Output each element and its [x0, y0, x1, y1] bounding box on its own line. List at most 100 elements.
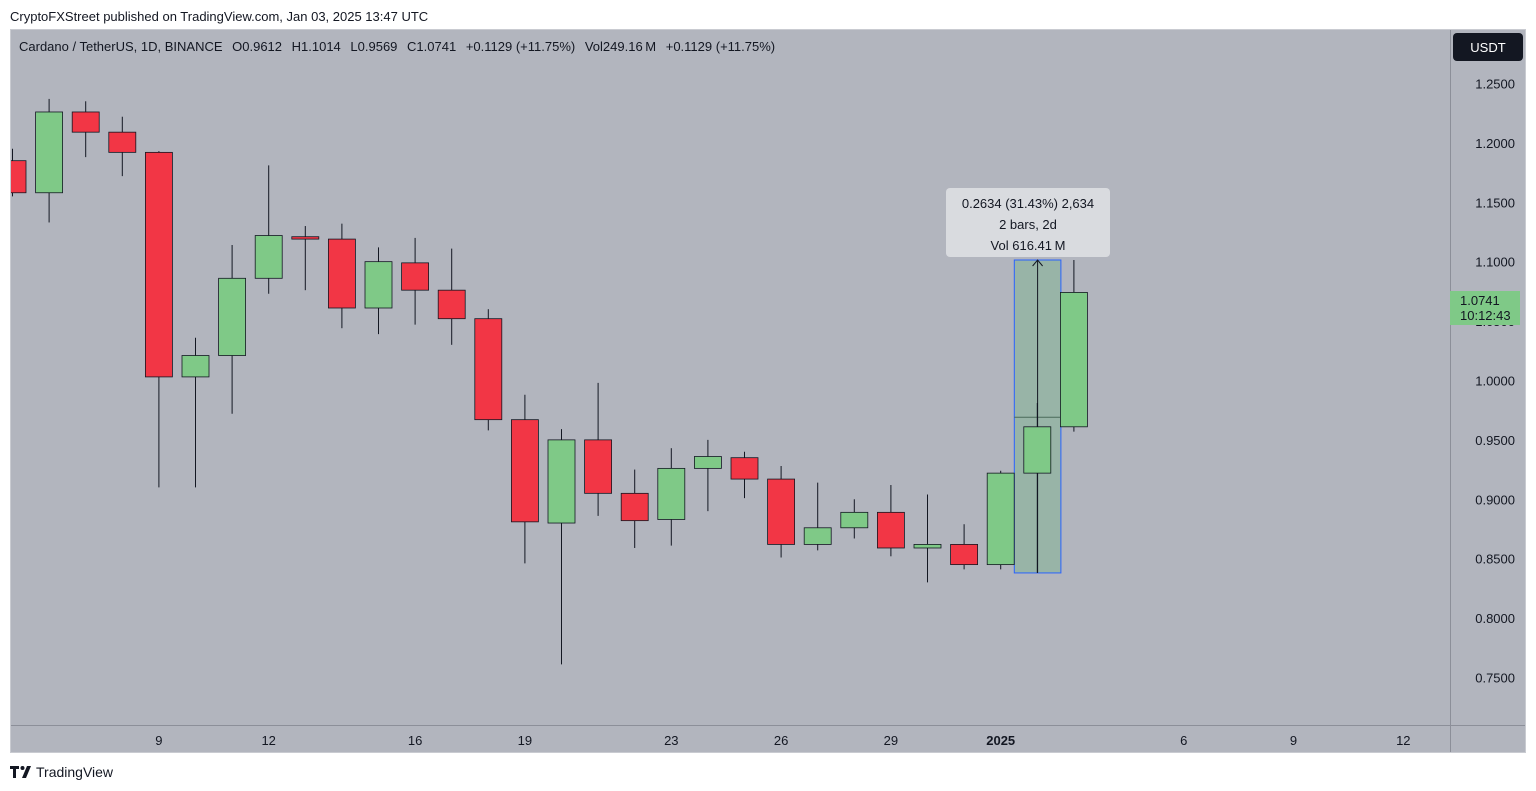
legend-change: +0.1129 (+11.75%) [465, 39, 576, 54]
candle [144, 151, 173, 488]
candle [547, 429, 576, 665]
candle [71, 101, 100, 158]
candle [474, 309, 503, 431]
candle-body [364, 261, 393, 309]
price-tick-label: 0.8000 [1475, 611, 1515, 626]
price-tick-label: 0.8500 [1475, 552, 1515, 567]
measure-change: 0.2634 (31.43%) 2,634 [961, 196, 1095, 211]
candle [803, 482, 832, 551]
time-tick-label: 29 [884, 733, 898, 748]
candle [35, 98, 64, 223]
candle-body [437, 289, 466, 320]
plot-background [11, 30, 1525, 752]
candle [11, 148, 27, 197]
currency-button[interactable]: USDT [1453, 33, 1523, 61]
candle-body [840, 511, 869, 529]
legend-close: C1.0741 [407, 39, 457, 54]
time-tick-label: 12 [1396, 733, 1410, 748]
candle [657, 448, 686, 546]
candle [767, 466, 795, 558]
time-tick-label: 12 [261, 733, 275, 748]
time-tick-label: 23 [664, 733, 678, 748]
candle [584, 382, 612, 516]
candle-body [767, 478, 795, 545]
price-tick-label: 0.9000 [1475, 492, 1515, 507]
measure-volume: Vol 616.41 M [990, 238, 1066, 253]
candle [218, 245, 247, 414]
legend-symbol[interactable]: Cardano / TetherUS, 1D, BINANCE [19, 39, 223, 54]
last-price-badge: 1.0741 10:12:43 [1450, 291, 1520, 325]
candle-body [950, 544, 978, 566]
time-tick-label: 9 [1290, 733, 1297, 748]
candle [840, 499, 869, 539]
price-tick-label: 0.7500 [1475, 670, 1515, 685]
price-tick-label: 1.0000 [1475, 373, 1515, 388]
candle-body [730, 457, 759, 480]
symbol-legend: Cardano / TetherUS, 1D, BINANCE O0.9612 … [19, 39, 781, 54]
published-header: CryptoFXStreet published on TradingView.… [10, 9, 429, 24]
time-tick-label: 19 [518, 733, 532, 748]
candle [510, 394, 539, 564]
candle-body [986, 472, 1015, 566]
candlestick-chart[interactable]: 1.25001.20001.15001.10001.05001.00000.95… [11, 30, 1526, 753]
candle-body [218, 277, 247, 356]
candle [291, 226, 320, 291]
candle-body [108, 131, 137, 153]
candle-body [181, 355, 210, 378]
candle [1060, 260, 1088, 432]
candle-body [144, 151, 173, 378]
candle [950, 524, 978, 570]
measure-arrow-head [1032, 259, 1043, 267]
price-tick-label: 1.1500 [1475, 195, 1515, 210]
measure-tooltip: 0.2634 (31.43%) 2,634 2 bars, 2d Vol 616… [946, 188, 1110, 257]
candle-body [71, 111, 100, 133]
candle [1023, 403, 1052, 573]
candle [437, 248, 466, 345]
candle-body [1060, 292, 1088, 428]
legend-volume: Vol249.16 M [584, 39, 657, 54]
tradingview-icon [10, 766, 31, 778]
time-tick-label: 6 [1180, 733, 1187, 748]
candle-body [254, 235, 283, 279]
legend-high: H1.1014 [291, 39, 341, 54]
chart-area[interactable]: 1.25001.20001.15001.10001.05001.00000.95… [10, 29, 1526, 753]
candle [730, 451, 759, 499]
candle-body [657, 467, 686, 520]
candle [913, 494, 942, 583]
candle-body [510, 419, 539, 523]
tradingview-logo[interactable]: TradingView [10, 764, 113, 780]
time-tick-label: 26 [774, 733, 788, 748]
candle-body [291, 236, 320, 240]
candle [877, 485, 905, 557]
candle-body [327, 238, 356, 309]
time-tick-label: 9 [155, 733, 162, 748]
candle [401, 237, 430, 325]
candle-body [547, 439, 576, 524]
time-tick-label: 2025 [986, 733, 1015, 748]
candle-body [474, 318, 503, 421]
candle-body [1023, 426, 1052, 474]
candle-body [877, 511, 905, 549]
candle [254, 165, 283, 294]
time-tick-label: 16 [408, 733, 422, 748]
bar-countdown: 10:12:43 [1460, 308, 1511, 323]
candle-body [401, 262, 430, 291]
candle-body [913, 544, 942, 549]
legend-volume-change: +0.1129 (+11.75%) [665, 39, 776, 54]
candle-body [620, 492, 649, 522]
candle [327, 223, 356, 329]
candle-body [803, 527, 832, 545]
price-tick-label: 0.9500 [1475, 433, 1515, 448]
price-tick-label: 1.2000 [1475, 136, 1515, 151]
price-tick-label: 1.1000 [1475, 255, 1515, 270]
footer-brand: TradingView [36, 764, 114, 780]
candle [694, 439, 722, 512]
candle-body [35, 111, 64, 194]
candle-body [11, 160, 27, 194]
legend-low: L0.9569 [350, 39, 398, 54]
price-tick-label: 1.2500 [1475, 76, 1515, 91]
measure-bars: 2 bars, 2d [999, 217, 1057, 232]
candle [364, 247, 393, 335]
candle [181, 337, 210, 488]
candle-body [694, 456, 722, 469]
